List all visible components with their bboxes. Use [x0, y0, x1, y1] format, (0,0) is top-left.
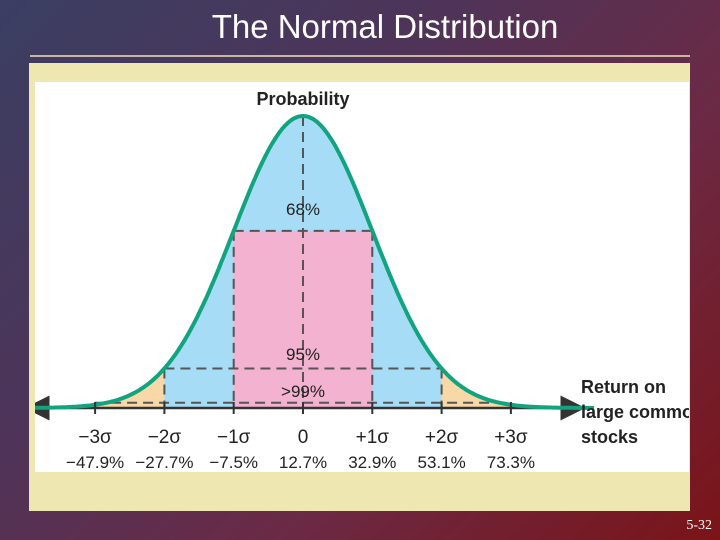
- return-tick-label: −47.9%: [66, 453, 124, 472]
- return-tick-label: 73.3%: [487, 453, 535, 472]
- return-tick-label: −7.5%: [209, 453, 258, 472]
- normal-curve: [35, 113, 595, 410]
- band-68-region: [233, 230, 373, 408]
- y-axis-title: Probability: [256, 89, 349, 109]
- return-tick-label: 53.1%: [417, 453, 465, 472]
- band-99-label: >99%: [281, 382, 325, 401]
- sigma-tick-label: +2σ: [425, 427, 459, 448]
- return-tick-label: 12.7%: [279, 453, 327, 472]
- sigma-tick-label: −2σ: [148, 427, 182, 448]
- sigma-tick-label: −3σ: [78, 427, 112, 448]
- x-axis-title-line: stocks: [581, 427, 638, 447]
- band-95-label: 95%: [286, 345, 320, 364]
- sigma-tick-label: −1σ: [217, 427, 251, 448]
- return-tick-label: 32.9%: [348, 453, 396, 472]
- slide-title: The Normal Distribution: [211, 8, 559, 45]
- sigma-tick-label: +3σ: [494, 427, 528, 448]
- sigma-tick-label: 0: [298, 427, 309, 448]
- title-divider: [30, 55, 690, 57]
- x-axis-title-line: Return on: [581, 377, 666, 397]
- slide-number: 5-32: [686, 518, 712, 533]
- x-axis-title-line: large common: [581, 402, 689, 422]
- normal-distribution-chart: −3σ −47.9% −2σ −27.7% −1σ −7.5% 0 12.7% +1σ 32.9%…: [35, 89, 689, 472]
- chart-panel: −3σ −47.9% −2σ −27.7% −1σ −7.5% 0 12.7% +1σ 32.9%…: [35, 82, 689, 472]
- band-68-label: 68%: [286, 200, 320, 219]
- sigma-tick-label: +1σ: [356, 427, 390, 448]
- return-tick-label: −27.7%: [135, 453, 193, 472]
